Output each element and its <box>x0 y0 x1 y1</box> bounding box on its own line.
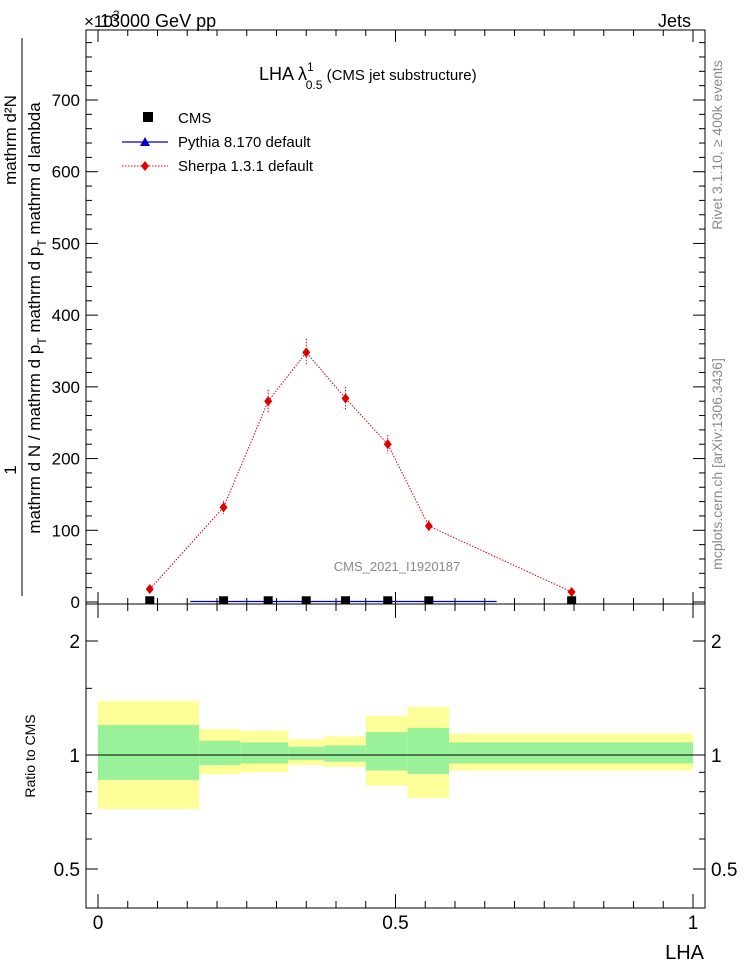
legend-sherpa-label: Sherpa 1.3.1 default <box>178 158 314 175</box>
main-y-label: mathrm d N / mathrm d pT mathrm d pT mat… <box>25 102 49 534</box>
svg-text:Rivet 3.1.10, ≥ 400k events: Rivet 3.1.10, ≥ 400k events <box>709 60 725 230</box>
ratio-inner-band-bin <box>407 727 450 775</box>
cms-point <box>567 596 577 605</box>
main-y-label-denominator: mathrm d N / mathrm d pT mathrm d pT mat… <box>25 102 49 534</box>
legend-sherpa-marker <box>141 161 149 171</box>
legend: CMS Pythia 8.170 default Sherpa 1.3.1 de… <box>122 110 314 175</box>
ratio-inner-band-bin <box>240 742 289 764</box>
cms-point <box>341 596 351 605</box>
main-y-tick-label: 0 <box>71 593 80 612</box>
svg-text:mcplots.cern.ch [arXiv:1306.34: mcplots.cern.ch [arXiv:1306.3436] <box>709 358 725 570</box>
sherpa-point <box>567 586 576 597</box>
ratio-inner-band-bin <box>449 742 693 764</box>
main-y-tick-label: 100 <box>52 521 80 540</box>
ratio-y-tick-label: 2 <box>69 632 80 653</box>
cms-point <box>301 596 311 605</box>
ratio-y-tick-label-right: 0.5 <box>711 860 737 881</box>
main-y-tick-label: 300 <box>52 378 80 397</box>
svg-text:Ratio to CMS: Ratio to CMS <box>22 714 38 797</box>
ratio-y-tick-label: 1 <box>69 746 80 767</box>
svg-text:1: 1 <box>1 465 20 474</box>
mcplots-label: mcplots.cern.ch [arXiv:1306.3436] <box>709 358 725 570</box>
main-y-tick-label: 400 <box>52 306 80 325</box>
ratio-inner-band-bin <box>324 745 366 762</box>
cms-point <box>145 596 155 605</box>
plot-title: LHA λ1 0.5 (CMS jet substructure) <box>259 60 477 92</box>
ratio-y-tick-label-right: 1 <box>711 746 722 767</box>
main-axis-ticks: 0 100 200 300 400 500 600 700 <box>52 30 705 612</box>
ratio-inner-band-bin <box>199 740 241 766</box>
sherpa-series <box>145 338 576 597</box>
cms-point <box>263 596 273 605</box>
ratio-inner-band-bin <box>288 746 325 761</box>
cms-point <box>424 596 434 605</box>
main-y-label-numerator: 1 <box>1 465 20 474</box>
legend-pythia-label: Pythia 8.170 default <box>178 134 311 151</box>
main-y-tick-label: 200 <box>52 450 80 469</box>
legend-cms-label: CMS <box>178 110 211 127</box>
cms-point <box>219 596 229 605</box>
x-tick-label: 1 <box>688 913 699 934</box>
main-y-tick-label: 500 <box>52 234 80 253</box>
svg-text:mathrm d²N: mathrm d²N <box>1 95 20 185</box>
ratio-inner-band-bin <box>98 725 200 780</box>
cms-series <box>145 596 577 605</box>
process-label: Jets <box>658 11 691 31</box>
sherpa-point <box>219 502 228 513</box>
legend-cms-marker <box>143 112 153 122</box>
sherpa-point <box>264 396 273 407</box>
sherpa-point <box>302 347 311 358</box>
sherpa-point <box>424 520 433 531</box>
sherpa-point <box>341 393 350 404</box>
ratio-axis-ticks: 0.5 0.5 1 1 2 2 0 0.5 1 <box>54 604 737 934</box>
main-y-tick-label: 700 <box>52 91 80 110</box>
main-y-label-numerator2: mathrm d²N <box>1 95 20 185</box>
analysis-watermark: CMS_2021_I1920187 <box>334 559 461 574</box>
pythia-series <box>145 597 576 603</box>
x-tick-label: 0.5 <box>382 913 408 934</box>
legend-pythia-marker <box>140 137 150 146</box>
rivet-label: Rivet 3.1.10, ≥ 400k events <box>709 60 725 230</box>
ratio-y-tick-label: 0.5 <box>54 860 80 881</box>
main-y-tick-label: 600 <box>52 163 80 182</box>
ratio-inner-band-bin <box>365 732 408 771</box>
cms-point <box>383 596 393 605</box>
x-tick-label: 0 <box>93 913 104 934</box>
x-axis-label: LHA <box>665 942 705 964</box>
sherpa-point <box>145 584 154 595</box>
ratio-y-tick-label-right: 2 <box>711 632 722 653</box>
exponent-label: ×103 <box>84 8 120 31</box>
ratio-y-label: Ratio to CMS <box>22 714 38 797</box>
sherpa-point <box>383 439 392 450</box>
sherpa-curve <box>149 351 572 593</box>
collision-label: 13000 GeV pp <box>100 11 216 31</box>
